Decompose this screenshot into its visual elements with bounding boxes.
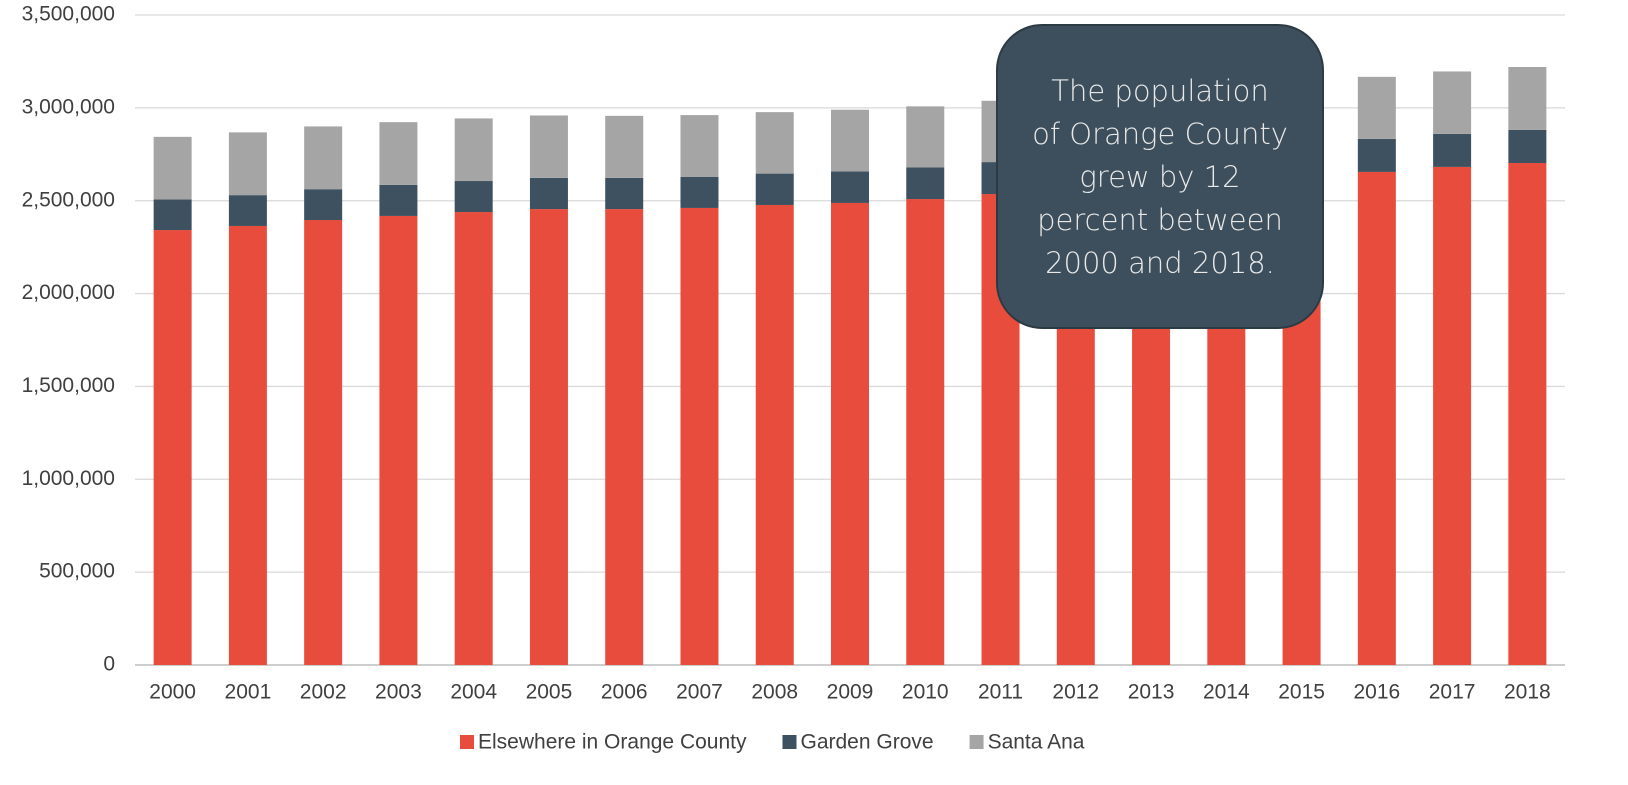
bar-segment	[529, 115, 568, 178]
bar-segment	[680, 115, 719, 177]
bar-segment	[906, 106, 945, 168]
x-tick-label: 2015	[1278, 681, 1325, 704]
bar-segment	[228, 132, 267, 196]
y-tick-label: 2,500,000	[22, 188, 115, 211]
x-tick-label: 2000	[149, 681, 196, 704]
bar-segment	[906, 199, 945, 666]
y-tick-label: 2,000,000	[22, 281, 115, 304]
bar-segment	[906, 167, 945, 200]
x-tick-label: 2017	[1429, 681, 1476, 704]
x-tick-label: 2001	[225, 681, 272, 704]
legend-swatch	[460, 735, 474, 749]
bar-segment	[605, 177, 644, 210]
bar-segment	[228, 225, 267, 665]
bar-segment	[1357, 138, 1396, 172]
bar-segment	[1508, 129, 1547, 164]
bar-segment	[153, 136, 192, 200]
x-tick-label: 2018	[1504, 681, 1551, 704]
bar-segment	[755, 204, 794, 665]
x-tick-label: 2009	[827, 681, 874, 704]
y-tick-label: 0	[103, 653, 115, 676]
callout-text: of Orange County	[1032, 117, 1288, 151]
y-tick-label: 1,000,000	[22, 467, 115, 490]
bar-segment	[379, 184, 418, 216]
bar-segment	[1433, 71, 1472, 134]
bar-segment	[755, 112, 794, 174]
bar-segment	[304, 220, 343, 665]
x-tick-label: 2002	[300, 681, 347, 704]
x-tick-label: 2008	[751, 681, 798, 704]
bar-segment	[755, 173, 794, 205]
x-tick-label: 2016	[1353, 681, 1400, 704]
x-tick-label: 2004	[450, 681, 497, 704]
x-tick-label: 2012	[1052, 681, 1099, 704]
bar-segment	[680, 207, 719, 665]
bar-segment	[228, 195, 267, 226]
bar-segment	[529, 177, 568, 210]
bar-segment	[304, 126, 343, 190]
y-tick-label: 3,500,000	[22, 3, 115, 26]
x-tick-label: 2011	[978, 681, 1023, 704]
callout-text: percent between	[1037, 203, 1283, 237]
bar-segment	[379, 122, 418, 185]
legend-swatch	[782, 735, 797, 749]
bar-segment	[605, 115, 644, 178]
bar-segment	[1357, 76, 1396, 139]
callout-text: 2000 and 2018.	[1045, 246, 1275, 280]
legend-label: Elsewhere in Orange County	[478, 731, 747, 754]
y-tick-label: 500,000	[39, 560, 115, 583]
bar-segment	[680, 176, 719, 208]
x-tick-label: 2007	[676, 681, 723, 704]
bar-segment	[304, 189, 343, 221]
legend-label: Garden Grove	[800, 731, 933, 754]
bar-segment	[379, 215, 418, 665]
bar-segment	[605, 209, 644, 666]
y-tick-label: 1,500,000	[22, 374, 115, 397]
legend-label: Santa Ana	[988, 731, 1085, 754]
callout-box	[996, 24, 1324, 329]
x-tick-label: 2010	[902, 681, 949, 704]
bar-segment	[1508, 67, 1547, 130]
x-tick-label: 2013	[1128, 681, 1175, 704]
bar-segment	[831, 109, 869, 172]
legend-swatch	[969, 735, 984, 749]
x-tick-label: 2003	[375, 681, 422, 704]
bar-segment	[529, 209, 568, 666]
bar-segment	[454, 212, 493, 666]
x-tick-label: 2005	[526, 681, 573, 704]
x-tick-label: 2014	[1203, 681, 1250, 704]
x-tick-label: 2006	[601, 681, 648, 704]
y-tick-label: 3,000,000	[22, 95, 115, 118]
bar-segment	[153, 230, 192, 666]
bar-segment	[454, 118, 493, 182]
bar-segment	[831, 202, 869, 665]
callout-text: grew by 12	[1079, 160, 1240, 194]
bar-segment	[1433, 133, 1472, 167]
bar-segment	[831, 171, 869, 203]
callout-text: The population	[1051, 74, 1268, 108]
bar-segment	[1508, 163, 1547, 665]
bar-segment	[1357, 171, 1396, 665]
bar-segment	[1433, 166, 1472, 665]
bar-segment	[153, 199, 192, 231]
bar-segment	[454, 181, 493, 213]
